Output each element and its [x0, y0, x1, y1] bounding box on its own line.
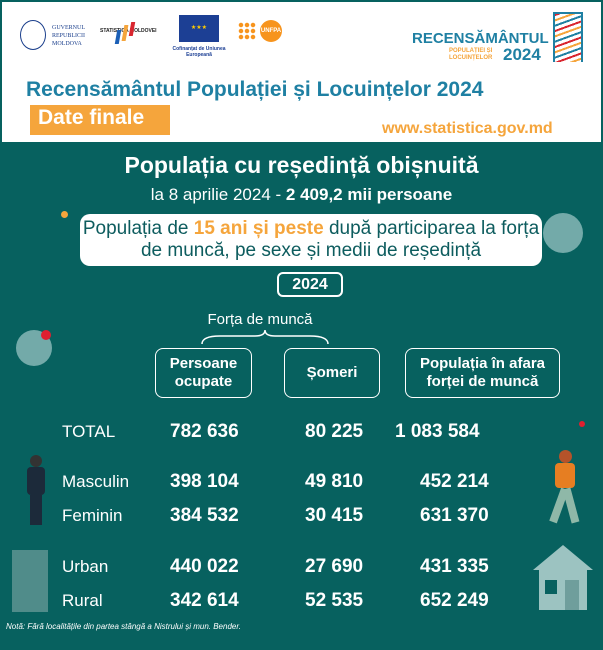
headline-title: Populația cu reședință obișnuită: [124, 152, 479, 178]
year-badge: 2024: [277, 272, 343, 297]
description-box: Populația de 15 ani și peste după partic…: [80, 214, 542, 266]
table-cell: 440 022: [170, 556, 239, 577]
table-cell: 27 690: [305, 556, 364, 577]
final-data-badge: Date finale: [30, 105, 170, 135]
row-label: Feminin: [62, 506, 123, 525]
unfpa-logo: UNFPA: [238, 20, 282, 42]
row-label: Urban: [62, 557, 109, 576]
table-cell: 398 104: [170, 471, 239, 492]
table-cell: 80 225: [305, 421, 364, 442]
decorative-dot: [61, 211, 68, 218]
census-logo-sub: POPULAȚIEI ȘI LOCUINȚELOR: [449, 48, 493, 61]
statistica-logo: STATISTICA MOLDOVEI: [100, 20, 157, 46]
age-highlight: 15 ani și peste: [193, 218, 324, 239]
page-title: Recensământul Populației și Locuințelor …: [26, 78, 484, 101]
man-walking-icon: [545, 450, 585, 525]
brace: [201, 330, 329, 345]
table-cell: 782 636: [170, 421, 239, 442]
building-icon: [12, 550, 48, 612]
row-label: Rural: [62, 591, 103, 610]
woman-figure-icon: [24, 455, 48, 525]
coat-of-arms-logo: [20, 20, 46, 50]
total-population: 2 409,2 mii persoane: [285, 185, 453, 204]
decorative-dot: [41, 330, 51, 340]
group-header: Forța de muncă: [207, 311, 313, 328]
decorative-circle: [543, 213, 583, 253]
eu-flag-logo: ★★★: [179, 15, 219, 42]
column-header-outside-labor: Populația în afara forței de muncă: [405, 348, 560, 398]
table-cell: 652 249: [420, 590, 489, 611]
table-cell: 342 614: [170, 590, 239, 611]
house-logo-icon: [553, 12, 583, 62]
column-header-unemployed: Șomeri: [284, 348, 380, 398]
table-cell: 1 083 584: [395, 421, 480, 442]
row-label: Masculin: [62, 472, 130, 491]
census-logo-year: 2024: [503, 45, 541, 64]
table-cell: 631 370: [420, 505, 489, 526]
census-logo-main: RECENSĂMÂNTUL: [412, 30, 549, 47]
gov-logo-text: GUVERNUL REPUBLICII MOLDOVA: [52, 25, 85, 47]
row-label: TOTAL: [62, 422, 116, 441]
column-header-employed: Persoane ocupate: [155, 348, 252, 398]
footnote: Notă: Fără localitățile din partea stâng…: [6, 622, 241, 631]
table-cell: 52 535: [305, 590, 364, 611]
headline-subtitle: la 8 aprilie 2024 - 2 409,2 mii persoane: [150, 185, 453, 204]
table-cell: 30 415: [305, 505, 364, 526]
house-icon: [533, 545, 593, 610]
table-cell: 384 532: [170, 505, 239, 526]
table-cell: 452 214: [420, 471, 489, 492]
table-cell: 431 335: [420, 556, 489, 577]
website-link[interactable]: www.statistica.gov.md: [382, 120, 553, 137]
eu-cofinanced-text: Cofinanțat de Uniunea Europeană: [172, 46, 226, 58]
decorative-dot: [579, 421, 585, 427]
table-cell: 49 810: [305, 471, 364, 492]
